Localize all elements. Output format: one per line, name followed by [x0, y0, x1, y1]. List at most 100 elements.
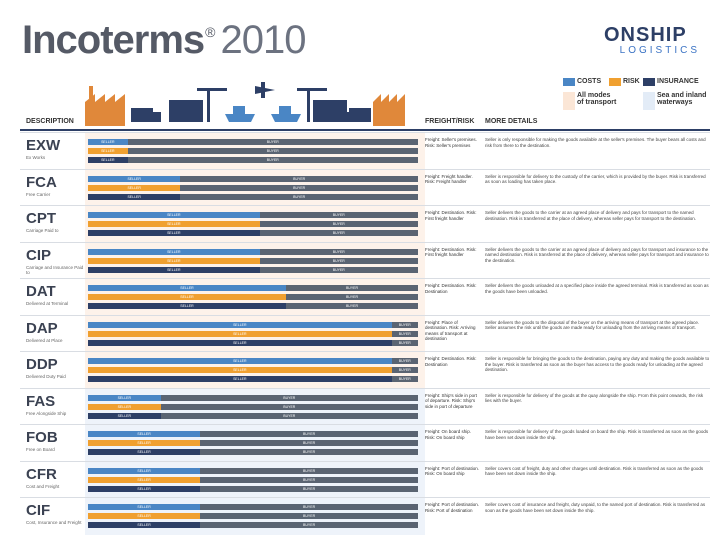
buyer-bar: BUYER: [391, 330, 418, 337]
seller-bar: SELLER: [88, 412, 161, 419]
seller-bar: SELLER: [88, 376, 392, 382]
legend-sea-label: Sea and inland waterways: [657, 92, 707, 106]
table-row: CIF Cost, Insurance and Freight SELLER BUYE…: [20, 497, 710, 535]
buyer-bar: BUYER: [127, 148, 418, 154]
freight-risk-text: Freight: Destination. Risk: First freigh…: [425, 210, 477, 221]
buyer-bar: BUYER: [200, 513, 418, 519]
seller-bar: SELLER: [88, 248, 260, 255]
header-divider: [20, 129, 710, 131]
incoterm-description: Carriage Paid to: [26, 228, 59, 233]
seller-bar: SELLER: [88, 212, 260, 218]
table-row: FCA Free Carrier SELLER BUYER SELLER BUYER SEL…: [20, 168, 710, 206]
seller-bar: SELLER: [88, 157, 128, 163]
buyer-bar: BUYER: [391, 367, 418, 373]
more-details-text: Seller covers cost of insurance and frei…: [485, 502, 706, 513]
more-details-text: Seller is responsible for delivery of th…: [485, 429, 709, 440]
seller-bar: SELLER: [88, 330, 392, 337]
warehouse-right-icon: [313, 100, 347, 122]
buyer-bar: BUYER: [180, 193, 418, 200]
factory-right-icon: [373, 94, 405, 126]
incoterm-description: Free on Board: [26, 447, 55, 452]
table-row: FOB Free on Board SELLER BUYER SELLER BUYER SE…: [20, 424, 710, 462]
buyer-bar: BUYER: [391, 358, 418, 364]
more-details-text: Seller delivers the goods to the carrier…: [485, 210, 697, 221]
seller-bar: SELLER: [88, 403, 161, 410]
buyer-bar: BUYER: [259, 248, 418, 255]
seller-bar: SELLER: [88, 339, 392, 346]
incoterm-description: Cost and Freight: [26, 483, 60, 489]
more-details-text: Seller is responsible for delivery to th…: [485, 173, 706, 185]
incoterm-code: FCA: [26, 173, 57, 191]
crane-left-icon: [197, 88, 227, 122]
truck-left-icon: [131, 108, 161, 122]
incoterm-description: Delivered at Place: [26, 337, 63, 343]
buyer-bar: BUYER: [200, 476, 418, 483]
freight-risk-text: Freight: Port of destination. Risk: Port…: [425, 502, 480, 513]
seller-bar: SELLER: [88, 440, 201, 446]
incoterm-description: Delivered Duty Paid: [26, 374, 66, 379]
freight-risk-text: Freight: Destination. Risk: Destination: [425, 283, 477, 294]
buyer-bar: BUYER: [180, 175, 418, 182]
table-row: DAP Delivered at Place SELLER BUYER SELLER BU…: [20, 314, 710, 352]
buyer-bar: BUYER: [160, 412, 418, 419]
seller-bar: SELLER: [88, 485, 201, 492]
seller-bar: SELLER: [88, 504, 201, 510]
freight-risk-text: Freight: Port of destination. Risk: On b…: [425, 465, 480, 477]
page-title: Incoterms® 2010: [22, 18, 306, 63]
table-row: CPT Carriage Paid to SELLER BUYER SELLER BUYE…: [20, 205, 710, 243]
legend-all-modes-swatch: [563, 92, 575, 110]
seller-bar: SELLER: [88, 431, 201, 437]
legend-costs-label: COSTS: [577, 78, 602, 85]
seller-bar: SELLER: [88, 513, 201, 519]
table-row: DAT Delivered at Terminal SELLER BUYER SELLE…: [20, 278, 710, 316]
ship-left-icon: [225, 106, 255, 122]
more-details-text: Seller is only responsible for making th…: [485, 137, 706, 148]
incoterm-description: Free Carrier: [26, 191, 51, 197]
seller-bar: SELLER: [88, 285, 286, 291]
buyer-bar: BUYER: [160, 394, 418, 401]
col-header-description: DESCRIPTION: [26, 118, 74, 125]
buyer-bar: BUYER: [200, 440, 418, 446]
legend-insurance-label: INSURANCE: [657, 78, 699, 85]
buyer-bar: BUYER: [200, 467, 418, 474]
incoterm-code: DAT: [26, 283, 56, 300]
seller-bar: SELLER: [88, 230, 260, 236]
more-details-text: Seller is responsible for bringing the g…: [485, 356, 710, 372]
incoterm-description: Carriage and Insurance Paid to: [26, 264, 84, 275]
table-row: DDP Delivered Duty Paid SELLER BUYER SELLER B…: [20, 351, 710, 389]
title-text: Incoterms: [22, 18, 205, 62]
seller-bar: SELLER: [88, 148, 128, 154]
factory-left-icon: [85, 86, 125, 126]
seller-bar: SELLER: [88, 467, 201, 474]
incoterm-description: Cost, Insurance and Freight: [26, 520, 82, 525]
freight-risk-text: Freight: Seller's premises. Risk: Seller…: [425, 137, 477, 148]
transport-scene-illustration: [85, 82, 405, 126]
buyer-bar: BUYER: [200, 485, 418, 492]
buyer-bar: BUYER: [286, 285, 418, 291]
col-header-freight: FREIGHT/RISK: [425, 118, 475, 125]
registered-mark: ®: [205, 24, 215, 40]
buyer-bar: BUYER: [200, 449, 418, 455]
seller-bar: SELLER: [88, 321, 392, 328]
incoterm-description: Delivered at Terminal: [26, 301, 69, 306]
incoterm-code: FOB: [26, 429, 58, 446]
incoterm-code: DDP: [26, 356, 58, 373]
buyer-bar: BUYER: [286, 303, 418, 309]
buyer-bar: BUYER: [286, 294, 418, 300]
incoterm-code: CPT: [26, 210, 56, 227]
seller-bar: SELLER: [88, 139, 128, 145]
legend-sea-swatch: [643, 92, 655, 110]
buyer-bar: BUYER: [160, 403, 418, 410]
buyer-bar: BUYER: [127, 139, 418, 145]
logo-bottom-text: LOGISTICS: [619, 45, 700, 56]
buyer-bar: BUYER: [391, 376, 418, 382]
seller-bar: SELLER: [88, 221, 260, 227]
legend: COSTS RISK INSURANCE All modes of transp…: [563, 78, 713, 130]
seller-bar: SELLER: [88, 175, 181, 182]
seller-bar: SELLER: [88, 257, 260, 264]
freight-risk-text: Freight: Destination. Risk: Destination: [425, 356, 477, 367]
table-row: CIP Carriage and Insurance Paid to SELLER B…: [20, 241, 710, 279]
more-details-text: Seller is responsible for delivery of th…: [485, 392, 704, 404]
logo-top-text: ONSHIP: [604, 24, 687, 46]
table-row: CFR Cost and Freight SELLER BUYER SELLER BUYE…: [20, 460, 710, 498]
